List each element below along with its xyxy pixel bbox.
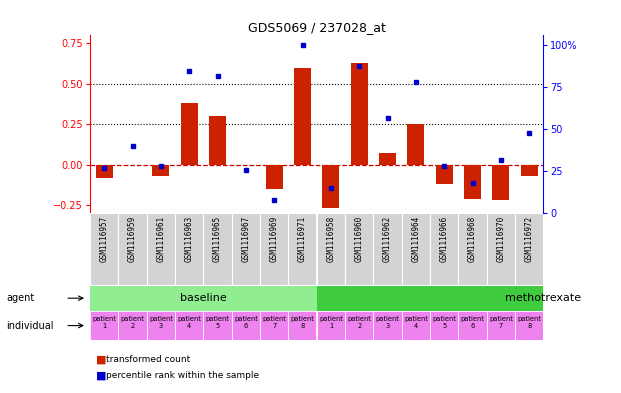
Text: patient
7: patient 7 [262, 316, 286, 329]
Bar [90, 213, 119, 285]
Bar [204, 311, 232, 340]
Bar [288, 213, 317, 285]
Bar [175, 311, 204, 340]
Bar [294, 68, 311, 165]
Bar [119, 213, 147, 285]
Bar [232, 213, 260, 285]
Bar [181, 103, 197, 165]
Bar [345, 311, 373, 340]
Text: individual: individual [6, 321, 53, 331]
Bar [351, 63, 368, 165]
Text: GSM1116961: GSM1116961 [156, 215, 165, 262]
Text: patient
3: patient 3 [149, 316, 173, 329]
Bar [317, 213, 345, 285]
Text: GSM1116968: GSM1116968 [468, 215, 477, 262]
Text: percentile rank within the sample: percentile rank within the sample [106, 371, 259, 380]
Bar [119, 311, 147, 340]
Bar [345, 213, 373, 285]
Bar [373, 311, 402, 340]
Text: patient
1: patient 1 [319, 316, 343, 329]
Text: patient
4: patient 4 [177, 316, 201, 329]
Text: GSM1116969: GSM1116969 [270, 215, 279, 262]
Text: GSM1116960: GSM1116960 [355, 215, 364, 262]
Bar [520, 165, 538, 176]
Text: GSM1116958: GSM1116958 [327, 215, 335, 262]
Text: GSM1116964: GSM1116964 [411, 215, 420, 262]
Bar [260, 213, 288, 285]
Bar [322, 165, 339, 208]
Text: patient
6: patient 6 [461, 316, 484, 329]
Text: baseline: baseline [180, 293, 227, 303]
Bar [379, 154, 396, 165]
Text: patient
7: patient 7 [489, 316, 513, 329]
Text: patient
3: patient 3 [376, 316, 399, 329]
Bar [430, 311, 458, 340]
Bar [152, 165, 170, 176]
Bar [492, 165, 509, 200]
Text: methotrexate: methotrexate [505, 293, 581, 303]
Bar [209, 116, 226, 165]
Bar [266, 165, 283, 189]
Bar [204, 213, 232, 285]
Bar [458, 213, 487, 285]
Bar [90, 286, 317, 311]
Text: GSM1116962: GSM1116962 [383, 215, 392, 262]
Bar [175, 213, 204, 285]
Bar [487, 311, 515, 340]
Text: patient
1: patient 1 [93, 316, 116, 329]
Bar [430, 213, 458, 285]
Bar [458, 311, 487, 340]
Text: GSM1116965: GSM1116965 [213, 215, 222, 262]
Bar [515, 311, 543, 340]
Text: transformed count: transformed count [106, 355, 190, 364]
Text: patient
8: patient 8 [291, 316, 314, 329]
Bar [464, 165, 481, 199]
Text: agent: agent [6, 293, 34, 303]
Text: ■: ■ [96, 370, 107, 380]
Text: GSM1116963: GSM1116963 [184, 215, 194, 262]
Text: patient
5: patient 5 [432, 316, 456, 329]
Bar [96, 165, 112, 178]
Bar [288, 311, 317, 340]
Text: GSM1116970: GSM1116970 [496, 215, 505, 262]
Text: patient
8: patient 8 [517, 316, 541, 329]
Text: GSM1116957: GSM1116957 [100, 215, 109, 262]
Bar [260, 311, 288, 340]
Text: GSM1116966: GSM1116966 [440, 215, 449, 262]
Text: patient
4: patient 4 [404, 316, 428, 329]
Text: patient
6: patient 6 [234, 316, 258, 329]
Bar [436, 165, 453, 184]
Bar [515, 213, 543, 285]
Bar [317, 311, 345, 340]
Bar [373, 213, 402, 285]
Text: patient
2: patient 2 [347, 316, 371, 329]
Text: GSM1116971: GSM1116971 [298, 215, 307, 262]
Bar [487, 213, 515, 285]
Text: patient
5: patient 5 [206, 316, 230, 329]
Text: GSM1116959: GSM1116959 [128, 215, 137, 262]
Text: GSM1116967: GSM1116967 [242, 215, 250, 262]
Bar [147, 213, 175, 285]
Bar [90, 311, 119, 340]
Bar [402, 213, 430, 285]
Bar [232, 311, 260, 340]
Title: GDS5069 / 237028_at: GDS5069 / 237028_at [248, 21, 386, 34]
Text: ■: ■ [96, 354, 107, 365]
Bar [402, 311, 430, 340]
Text: GSM1116972: GSM1116972 [525, 215, 533, 262]
Bar [407, 124, 424, 165]
Text: patient
2: patient 2 [120, 316, 145, 329]
Bar [147, 311, 175, 340]
